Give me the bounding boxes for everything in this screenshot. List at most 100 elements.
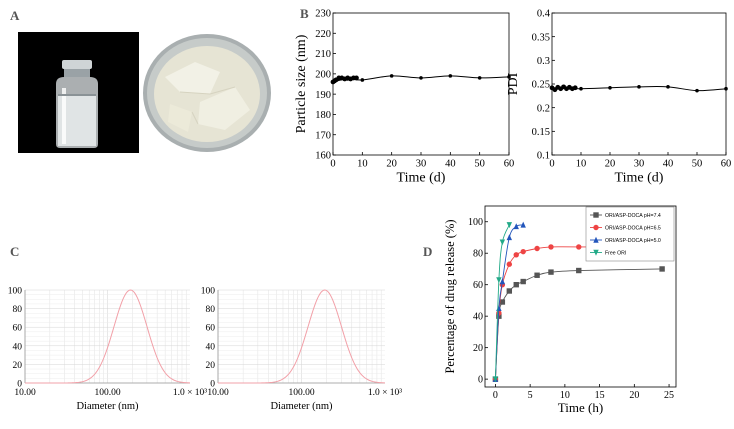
data-point xyxy=(477,76,482,80)
y-tick-label: 20 xyxy=(206,361,216,371)
data-point xyxy=(389,74,394,78)
data-point xyxy=(593,249,599,256)
x-tick-label: 1.0 × 10³ xyxy=(368,388,402,398)
y-tick-label: 0 xyxy=(210,380,215,390)
y-tick-label: 0.15 xyxy=(532,127,550,138)
data-point xyxy=(637,85,641,89)
x-tick-label: 20 xyxy=(386,159,397,170)
data-point xyxy=(593,224,599,231)
data-point xyxy=(608,85,612,90)
drug-release-chart: 0 5 10 15 20 25 0 20 40 60 80 100 Time (h) Percentage… xyxy=(443,205,677,415)
x-axis-label: Time (d) xyxy=(397,171,446,186)
distribution-curve xyxy=(25,289,191,384)
x-tick-label: 10.00 xyxy=(207,388,229,398)
data-point xyxy=(576,244,582,250)
y-tick-label: 0.35 xyxy=(532,32,550,43)
data-point xyxy=(576,267,582,274)
panel-letter-b: B xyxy=(300,6,309,21)
data-point xyxy=(499,278,506,285)
data-point xyxy=(520,248,526,255)
y-tick-label: 80 xyxy=(473,249,483,260)
x-tick-label: 50 xyxy=(474,159,485,170)
y-tick-label: 200 xyxy=(315,70,331,81)
x-tick-label: 40 xyxy=(663,159,674,170)
x-tick-label: 40 xyxy=(445,159,456,170)
y-tick-label: 180 xyxy=(315,110,331,121)
distribution-curve xyxy=(218,289,386,384)
panel-letter-c: C xyxy=(10,244,20,259)
y-tick-label: 0.1 xyxy=(537,151,550,162)
x-tick-label: 30 xyxy=(416,159,427,170)
data-point xyxy=(534,245,540,252)
plot-frame xyxy=(551,12,727,156)
y-axis-label: Particle size (nm) xyxy=(294,34,309,133)
y-tick-label: 160 xyxy=(315,151,331,162)
y-tick-label: 60 xyxy=(473,280,483,291)
x-tick-label: 5 xyxy=(528,390,533,401)
y-tick-label: 230 xyxy=(315,9,331,20)
y-tick-label: 0.4 xyxy=(537,9,551,20)
x-tick-label: 10 xyxy=(576,159,587,170)
x-tick-label: 50 xyxy=(692,159,703,170)
y-tick-label: 190 xyxy=(315,90,331,101)
data-point xyxy=(520,278,526,285)
y-tick-label: 40 xyxy=(13,342,23,352)
data-point xyxy=(492,376,499,383)
series-line xyxy=(494,224,524,380)
data-point xyxy=(695,88,699,93)
plot-frame xyxy=(484,205,677,388)
panel-letter-a: A xyxy=(10,8,20,23)
data-point xyxy=(579,86,583,91)
data-point xyxy=(506,234,513,241)
data-point xyxy=(534,272,540,278)
x-tick-label: 1.0 × 10³ xyxy=(173,388,207,398)
y-tick-label: 0.2 xyxy=(537,103,550,114)
data-point xyxy=(513,281,519,288)
y-tick-label: 0.3 xyxy=(537,56,550,67)
data-point xyxy=(548,244,554,250)
series-line xyxy=(494,246,663,380)
x-axis-label: Diameter (nm) xyxy=(270,401,333,412)
y-tick-label: 20 xyxy=(473,343,483,354)
x-tick-label: 20 xyxy=(605,159,616,170)
data-point xyxy=(666,85,670,89)
data-point xyxy=(548,269,554,275)
y-tick-label: 0 xyxy=(17,380,22,390)
data-point xyxy=(506,288,513,294)
data-point xyxy=(360,78,365,82)
legend-label: ORI/ASP-DOCA pH=7.4 xyxy=(605,213,661,219)
data-point xyxy=(448,74,453,78)
data-point xyxy=(520,221,526,228)
data-point xyxy=(659,266,665,272)
x-tick-label: 25 xyxy=(664,390,674,401)
y-tick-label: 60 xyxy=(13,324,23,334)
y-tick-label: 20 xyxy=(13,361,23,371)
x-tick-label: 60 xyxy=(504,159,515,170)
y-tick-label: 40 xyxy=(206,342,216,352)
y-tick-label: 100 xyxy=(201,287,216,297)
legend-label: ORI/ASP-DOCA pH=5.0 xyxy=(605,238,661,244)
y-tick-label: 0 xyxy=(478,375,483,386)
legend-box xyxy=(585,206,675,262)
y-tick-label: 0.25 xyxy=(532,80,550,91)
y-tick-label: 100 xyxy=(8,287,23,297)
y-tick-label: 80 xyxy=(13,305,23,315)
series-line xyxy=(494,268,663,380)
data-point xyxy=(593,212,599,218)
data-point xyxy=(513,223,519,230)
x-tick-label: 15 xyxy=(595,390,605,401)
y-tick-label: 60 xyxy=(206,324,216,334)
x-tick-label: 60 xyxy=(721,159,732,170)
data-point xyxy=(506,222,513,229)
data-point xyxy=(354,75,359,81)
x-tick-label: 0 xyxy=(330,159,335,170)
data-point xyxy=(419,76,423,80)
plot-frame xyxy=(332,12,510,156)
legend-label: Free ORI xyxy=(605,251,626,257)
panel-letter-d: D xyxy=(423,244,433,259)
data-point xyxy=(499,299,506,305)
x-tick-label: 100.00 xyxy=(94,388,120,398)
x-tick-label: 100.00 xyxy=(288,388,314,398)
x-tick-label: 0 xyxy=(549,159,554,170)
data-point xyxy=(496,277,502,284)
